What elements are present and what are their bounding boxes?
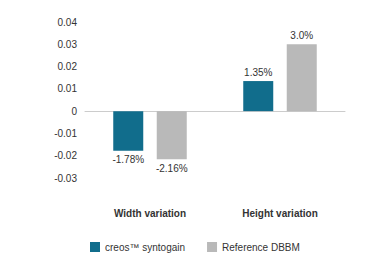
svg-text:-2.16%: -2.16% xyxy=(156,163,188,174)
svg-text:Width variation: Width variation xyxy=(114,208,186,219)
svg-text:1.35%: 1.35% xyxy=(244,67,272,78)
svg-text:Reference DBBM: Reference DBBM xyxy=(222,242,300,253)
svg-text:creos™ syntogain: creos™ syntogain xyxy=(105,242,185,253)
svg-text:0.01: 0.01 xyxy=(58,83,78,94)
svg-text:0.03: 0.03 xyxy=(58,39,78,50)
svg-text:Height variation: Height variation xyxy=(242,208,318,219)
svg-text:-0.03: -0.03 xyxy=(54,173,77,184)
svg-text:0: 0 xyxy=(71,106,77,117)
svg-text:-1.78%: -1.78% xyxy=(112,154,144,165)
svg-text:-0.02: -0.02 xyxy=(54,150,77,161)
svg-text:0.04: 0.04 xyxy=(58,17,78,28)
svg-text:3.0%: 3.0% xyxy=(290,30,313,41)
svg-text:-0.01: -0.01 xyxy=(54,128,77,139)
svg-text:0.02: 0.02 xyxy=(58,61,78,72)
